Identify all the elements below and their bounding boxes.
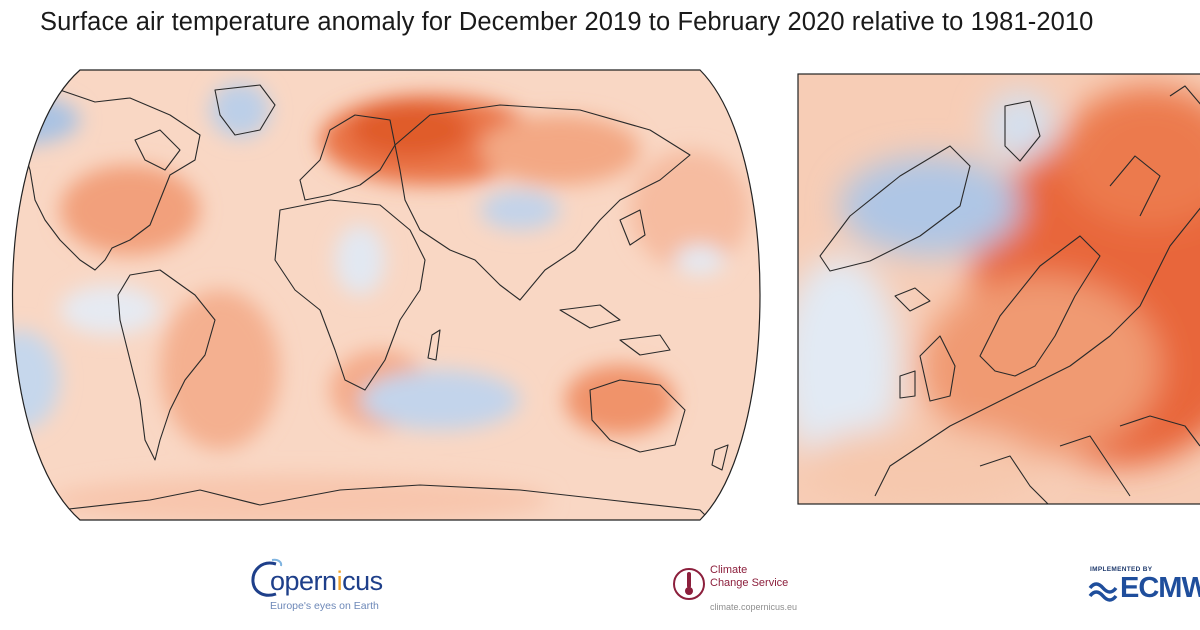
implemented-by-label: IMPLEMENTED BY	[1090, 566, 1153, 573]
c3s-line2: Change Service	[710, 577, 789, 589]
copernicus-swoosh-icon	[251, 558, 283, 597]
ecmwf-wordmark: ECMWF	[1120, 572, 1200, 604]
c3s-url: climate.copernicus.eu	[710, 602, 798, 612]
page-title: Surface air temperature anomaly for Dece…	[40, 8, 1094, 36]
world-map	[11, 69, 761, 521]
ecmwf-wave-icon	[1088, 582, 1118, 602]
c3s-logo: Climate Change Service climate.copernicu…	[672, 560, 822, 620]
c3s-line1: Climate	[710, 564, 748, 576]
copernicus-tagline: Europe's eyes on Earth	[270, 600, 379, 612]
ecmwf-logo: IMPLEMENTED BY ECMWF	[1088, 566, 1200, 616]
copernicus-wordmark: opernicus	[270, 566, 383, 596]
thermometer-icon	[673, 568, 705, 600]
europe-map	[797, 73, 1200, 505]
copernicus-logo: opernicus Europe's eyes on Earth	[248, 556, 398, 616]
